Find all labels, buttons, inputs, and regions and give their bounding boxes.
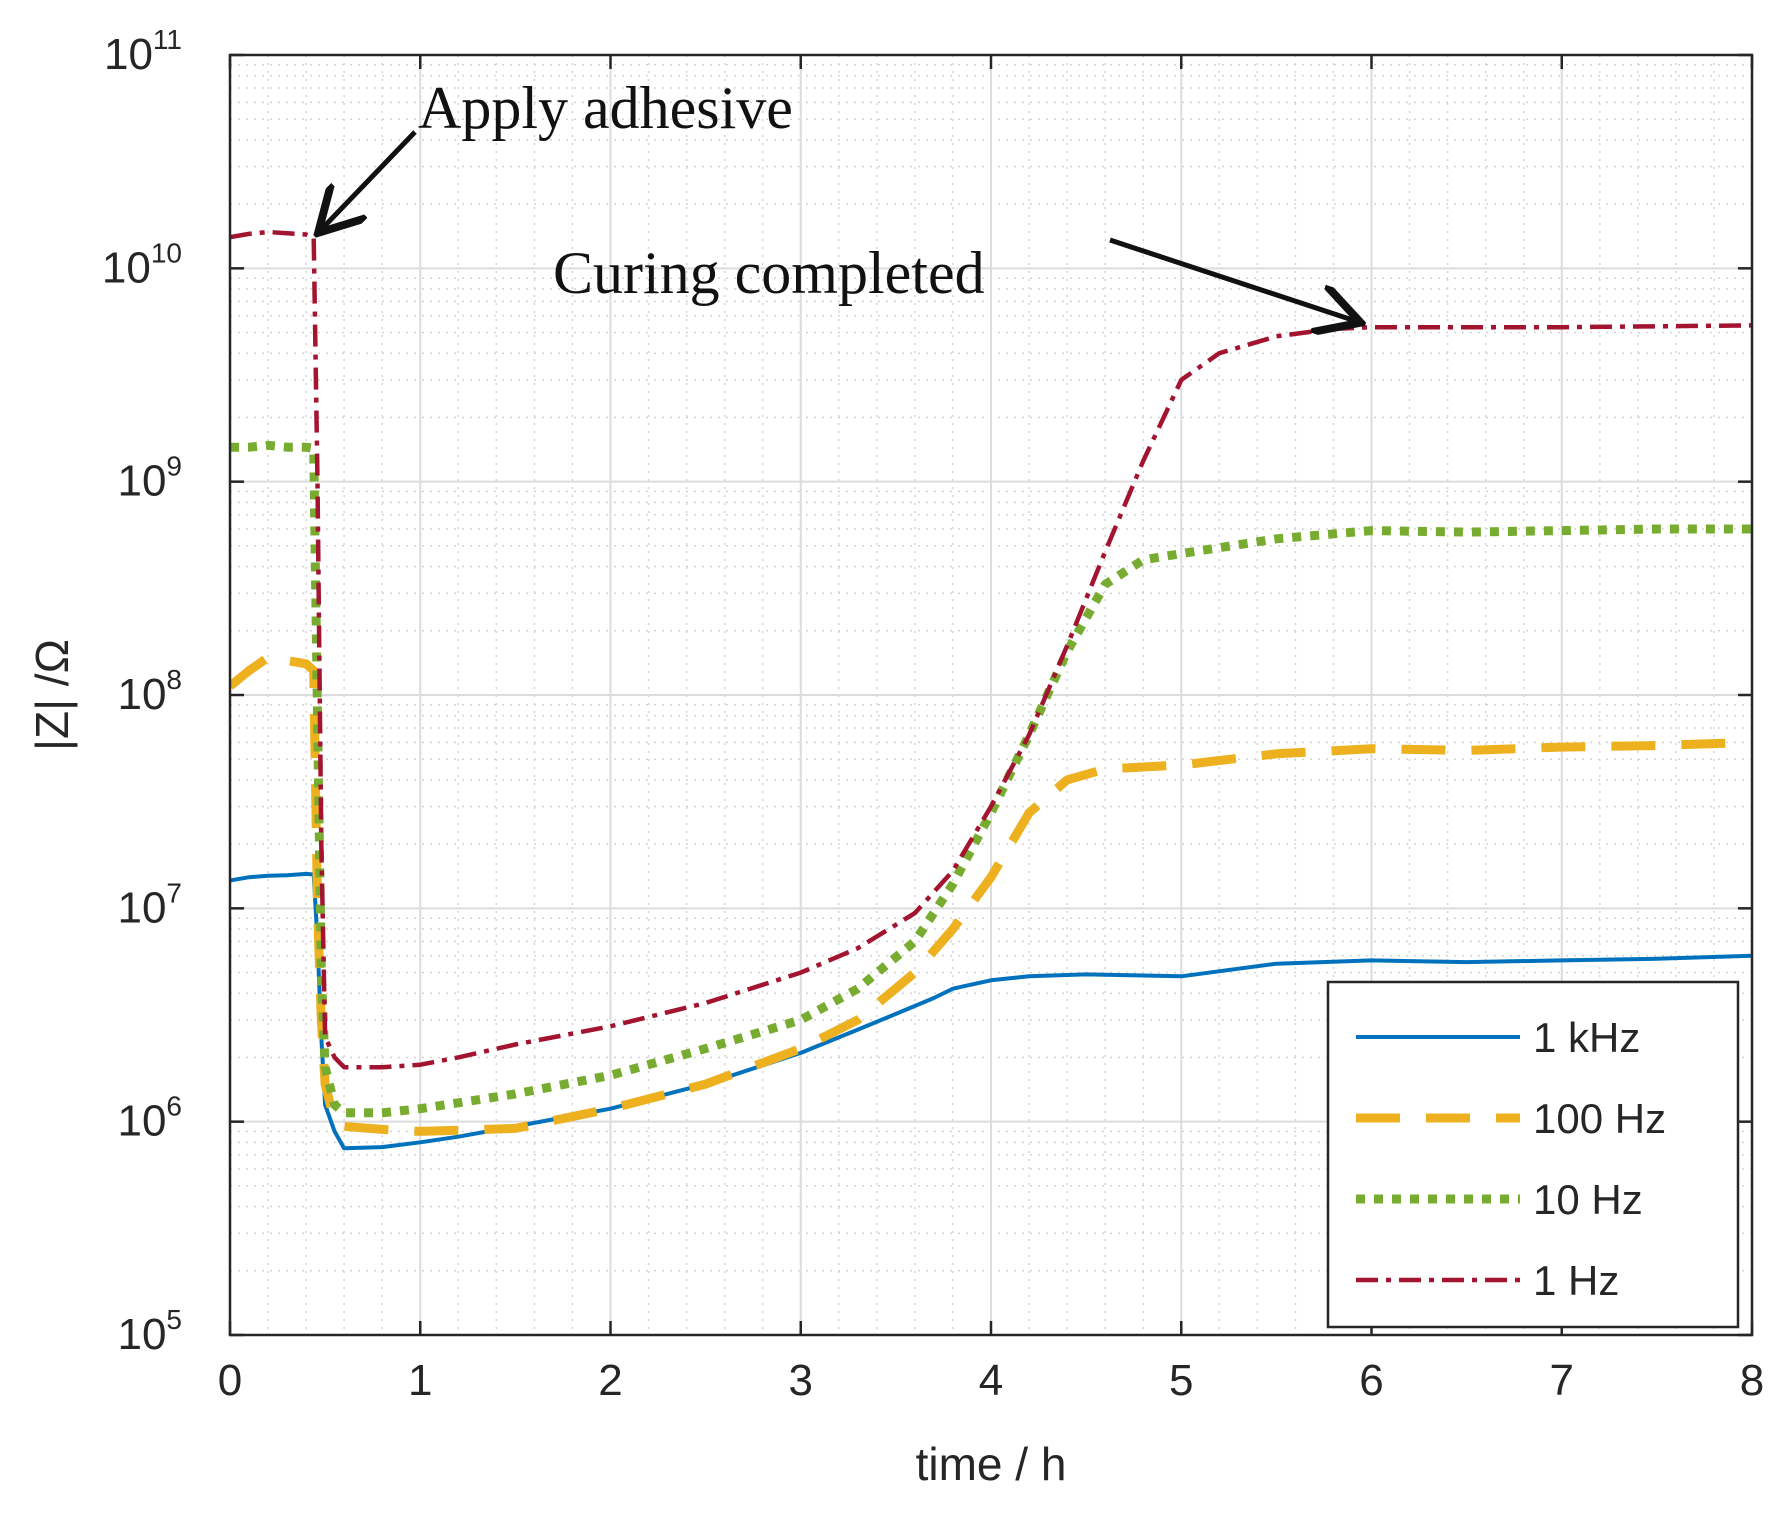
- x-tick-label: 0: [218, 1356, 242, 1405]
- x-tick-label: 4: [979, 1356, 1003, 1405]
- annotation-text: Curing completed: [553, 240, 985, 306]
- series-line-10-hz: [230, 440, 1752, 1118]
- y-tick-label: 1011: [104, 24, 182, 79]
- grid: [229, 54, 1753, 1336]
- series-line-1-khz: [230, 871, 1752, 1151]
- x-tick-label: 6: [1359, 1356, 1383, 1405]
- x-tick-label: 8: [1740, 1356, 1764, 1405]
- annotation-arrow: [322, 130, 417, 229]
- series-group: [230, 229, 1752, 1151]
- x-tick-label: 2: [598, 1356, 622, 1405]
- legend-label: 1 Hz: [1533, 1257, 1619, 1304]
- legend-label: 100 Hz: [1533, 1095, 1666, 1142]
- legend-box: [1326, 980, 1740, 1329]
- annotations: Apply adhesive Curing completed: [322, 75, 1356, 321]
- y-axis-label: |Z| /Ω: [26, 639, 78, 751]
- x-axis-label: time / h: [916, 1438, 1067, 1490]
- y-tick-label: 1010: [102, 237, 182, 292]
- y-tick-label: 109: [117, 451, 182, 506]
- x-tick-label: 3: [789, 1356, 813, 1405]
- annotation-text: Apply adhesive: [418, 75, 793, 141]
- y-tick-label: 106: [117, 1091, 182, 1146]
- legend: 1 kHz 100 Hz 10 Hz 1 Hz: [1326, 980, 1740, 1329]
- annotation-arrow: [1109, 237, 1356, 321]
- axis-ticks: 0 1 2 3 4 5 6 7 8 105 106 107 108 109 1010 1011: [102, 24, 1764, 1405]
- x-tick-label: 1: [408, 1356, 432, 1405]
- x-tick-label: 5: [1169, 1356, 1193, 1405]
- y-tick-label: 107: [117, 877, 182, 932]
- x-tick-label: 7: [1550, 1356, 1574, 1405]
- y-tick-label: 105: [117, 1304, 182, 1359]
- y-tick-label: 108: [117, 664, 182, 719]
- legend-label: 10 Hz: [1533, 1176, 1643, 1223]
- legend-label: 1 kHz: [1533, 1014, 1640, 1061]
